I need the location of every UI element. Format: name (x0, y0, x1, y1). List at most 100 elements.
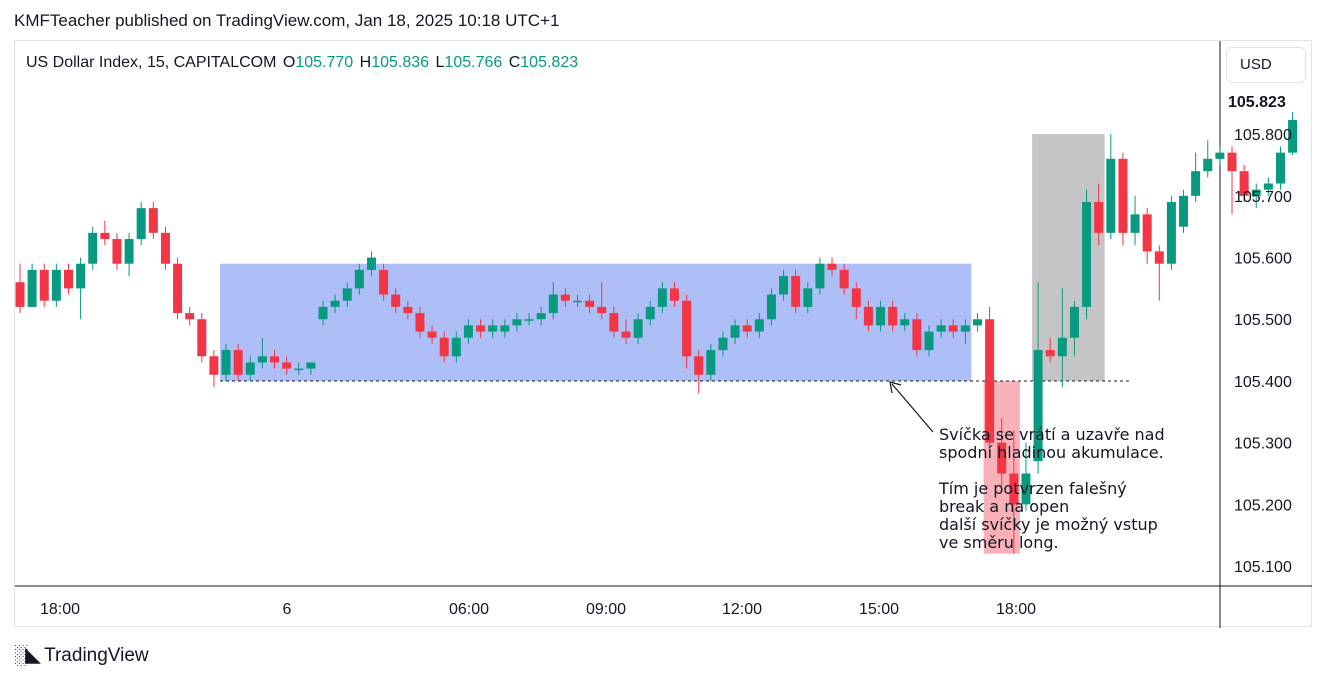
tradingview-brand[interactable]: ░◣ TradingView (14, 644, 149, 667)
candle-body (306, 362, 316, 369)
tradingview-logo-icon: ░◣ (14, 645, 40, 666)
candle-body (730, 325, 740, 338)
candle-body (282, 362, 292, 369)
annotation-arrow-line (891, 383, 934, 433)
brand-name: TradingView (44, 644, 149, 666)
y-tick-label: 105.500 (1234, 312, 1292, 329)
candle-body (621, 331, 631, 338)
candle-body (463, 325, 473, 338)
low-value: 105.766 (444, 54, 503, 71)
candle-body (851, 288, 861, 307)
candle-body (912, 319, 922, 351)
y-tick-label: 105.800 (1234, 127, 1292, 144)
high-label: H (359, 54, 372, 71)
candle-body (718, 337, 728, 351)
candle-body (451, 337, 461, 357)
last-price-label: 105.823 (1226, 94, 1288, 112)
y-tick-label: 105.600 (1234, 251, 1292, 268)
candle-body (960, 325, 970, 332)
x-tick-label: 12:00 (722, 601, 762, 618)
annotation-arrow-head (889, 381, 902, 394)
candle-body (1227, 152, 1237, 172)
candle-body (985, 319, 995, 443)
x-tick-label: 18:00 (996, 601, 1036, 618)
candle-body (488, 325, 498, 332)
candle-body (1251, 189, 1261, 196)
x-tick-label: 09:00 (586, 601, 626, 618)
accumulation-range-box (220, 263, 972, 381)
candle-body (669, 288, 679, 301)
candle-body (754, 319, 764, 332)
candle-body (51, 269, 61, 301)
candle-body (1275, 152, 1285, 184)
candle-body (512, 319, 522, 326)
candle-body (185, 313, 195, 320)
candle-body (924, 331, 934, 351)
candle-body (766, 294, 776, 320)
candle-body (972, 319, 982, 326)
candle-body (330, 300, 340, 307)
candle-body (1069, 306, 1079, 338)
open-value: 105.770 (295, 54, 354, 71)
candle-body (536, 313, 546, 320)
candle-body (1118, 158, 1128, 233)
candle-body (1106, 158, 1116, 233)
low-label: L (435, 54, 445, 71)
candle-body (427, 331, 437, 338)
candle-body (39, 269, 49, 301)
candle-body (1094, 202, 1104, 233)
candle-body (597, 306, 607, 314)
x-tick-label: 06:00 (449, 601, 489, 618)
candle-body (318, 306, 328, 320)
candle-body (742, 325, 752, 332)
candle-body (1057, 337, 1067, 357)
candle-body (1021, 473, 1031, 505)
candle-body (173, 263, 183, 314)
candle-body (100, 232, 110, 240)
candle-body (1033, 350, 1043, 462)
candle-body (560, 294, 570, 301)
candle-body (948, 325, 958, 332)
candle-body (233, 350, 243, 375)
candle-body (827, 263, 837, 270)
candle-body (682, 300, 692, 357)
candle-body (1045, 350, 1055, 357)
candle-body (366, 257, 376, 270)
candle-body (888, 306, 898, 326)
candle-body (803, 288, 813, 307)
candle-body (1130, 214, 1140, 233)
candle-body (585, 300, 595, 307)
candle-body (112, 239, 122, 264)
chart-frame (14, 40, 1312, 627)
high-value: 105.836 (371, 54, 430, 71)
candle-body (63, 269, 73, 289)
candle-body (524, 319, 534, 321)
candle-body (197, 319, 207, 357)
candle-body (609, 313, 619, 332)
candle-body (439, 337, 449, 357)
candle-body (815, 263, 825, 289)
x-tick-label: 6 (283, 601, 292, 618)
candle-body (76, 263, 86, 289)
candle-body (839, 269, 849, 289)
y-tick-label: 105.200 (1234, 497, 1292, 514)
candle-body (1263, 183, 1273, 190)
candle-body (645, 306, 655, 320)
candle-body (1191, 171, 1201, 196)
candle-body (1288, 119, 1298, 153)
candle-body (88, 232, 98, 264)
candle-body (294, 368, 304, 371)
candle-body (863, 306, 873, 326)
candle-body (1082, 202, 1092, 307)
candle-body (573, 300, 583, 303)
candle-body (403, 306, 413, 314)
candle-body (1215, 152, 1225, 159)
candle-body (633, 319, 643, 338)
candle-body (1166, 202, 1176, 264)
candle-body (706, 350, 716, 375)
candle-body (379, 269, 389, 295)
currency-button[interactable]: USD (1226, 47, 1306, 83)
candle-body (160, 232, 170, 264)
confirmation-box (1032, 134, 1105, 381)
